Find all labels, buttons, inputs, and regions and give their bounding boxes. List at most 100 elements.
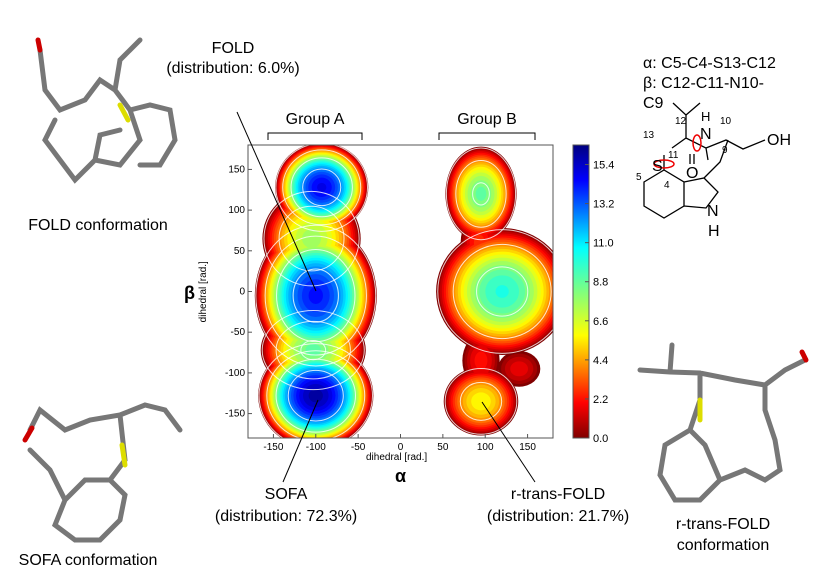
rtrans-pointer <box>481 401 536 483</box>
rotation-arrow-icon <box>653 159 675 169</box>
colorbar <box>572 144 590 439</box>
fold-distribution: (distribution: 6.0%) <box>166 60 300 77</box>
contour-level <box>471 392 491 411</box>
contour-line <box>278 205 345 272</box>
y-tick-label: -150 <box>225 409 245 420</box>
contour-line <box>472 182 490 206</box>
contour-line <box>452 243 552 340</box>
contour-line <box>275 145 369 232</box>
x-tick-label: -100 <box>306 442 326 453</box>
atom-n: N <box>700 126 712 143</box>
atom-oh: OH <box>767 132 791 149</box>
y-tick-label: -100 <box>225 368 245 379</box>
chemical-structure <box>643 102 766 219</box>
contour-line <box>290 157 353 218</box>
atom-nh-h: H <box>708 223 720 240</box>
contour-level <box>308 389 323 403</box>
group-a-label: Group A <box>285 111 345 128</box>
sofa-conformation-label: SOFA conformation <box>18 552 158 569</box>
contour-line <box>258 343 373 438</box>
num-11: 11 <box>668 150 679 161</box>
rotation-arrow-icon <box>692 134 702 152</box>
atom-h: H <box>701 109 711 124</box>
colorbar-ticks: 15.4 13.2 11.0 8.8 6.6 4.4 2.2 0.0 <box>585 160 614 445</box>
contour-level <box>302 229 322 249</box>
x-tick-label: -150 <box>263 442 283 453</box>
fold-molecule-3d <box>35 37 178 184</box>
atom-o: O <box>686 165 699 182</box>
group-b-bracket <box>438 132 536 140</box>
contour-line <box>264 235 367 356</box>
contour-line <box>261 310 365 391</box>
num-4: 4 <box>664 180 670 191</box>
num-5: 5 <box>636 172 642 183</box>
x-tick-label: 50 <box>437 442 449 453</box>
num-12: 12 <box>675 116 687 127</box>
contour-line <box>287 369 344 422</box>
contour-line <box>266 350 366 438</box>
sofa-pointer <box>282 399 319 483</box>
contour-line <box>282 149 362 226</box>
beta-definition: β: C12-C11-N10- <box>643 75 764 92</box>
contour-level <box>495 285 509 298</box>
contour-line <box>444 368 518 435</box>
x-tick-label: 150 <box>519 442 536 453</box>
x-tick-label: -50 <box>351 442 366 453</box>
y-tick-label: 0 <box>239 287 245 298</box>
colorbar-tick-label: 2.2 <box>593 394 608 406</box>
contour-level <box>308 287 323 304</box>
colorbar-tick-label: 4.4 <box>593 355 608 367</box>
num-13: 13 <box>643 130 655 141</box>
sofa-molecule-3d <box>22 402 183 543</box>
rtrans-molecule-3d <box>637 342 809 503</box>
y-tick-label: 150 <box>228 164 245 175</box>
x-tick-label: 0 <box>398 442 404 453</box>
contour-line <box>302 168 342 207</box>
num-10: 10 <box>720 116 732 127</box>
contour-level <box>474 351 488 370</box>
colorbar-tick-label: 13.2 <box>593 199 614 211</box>
contour-line <box>263 190 360 287</box>
y-tick-label: 100 <box>228 205 245 216</box>
fold-pointer <box>236 111 317 292</box>
fold-label: FOLD <box>211 40 255 57</box>
beta-axis-symbol: β <box>184 283 195 303</box>
contour-line <box>455 159 507 228</box>
contour-line <box>445 147 517 241</box>
group-a-bracket <box>267 132 363 140</box>
contour-line <box>459 381 503 421</box>
y-tick-label: 50 <box>234 246 246 257</box>
contour-level <box>475 186 487 201</box>
sofa-distribution: (distribution: 72.3%) <box>214 508 358 525</box>
beta-definition-cont: C9 <box>643 95 664 112</box>
x-tick-label: 100 <box>477 442 494 453</box>
rtrans-conformation-label: r-trans-FOLD <box>675 516 771 533</box>
colorbar-tick-label: 11.0 <box>593 238 614 250</box>
alpha-axis-symbol: α <box>395 466 407 486</box>
sofa-label: SOFA <box>264 486 308 503</box>
contour-level <box>305 344 322 357</box>
contour-line <box>437 229 553 354</box>
atom-nh: N <box>707 203 719 220</box>
rtrans-label: r-trans-FOLD <box>510 486 606 503</box>
x-axis-label: dihedral [rad.] <box>366 452 428 463</box>
colorbar-tick-label: 8.8 <box>593 277 608 289</box>
contour-plot <box>254 145 553 438</box>
axis-ticks: -150 -100 -50 0 50 100 150 150 100 50 0 -50 -100 -150 <box>225 164 536 453</box>
y-axis-label: dihedral [rad.] <box>197 261 209 323</box>
rtrans-conformation-label-2: conformation <box>676 537 770 554</box>
colorbar-tick-label: 0.0 <box>593 433 608 445</box>
colorbar-tick-label: 15.4 <box>593 160 614 172</box>
group-b-label: Group B <box>457 111 517 128</box>
contour-line <box>276 248 356 343</box>
contour-line <box>275 320 351 380</box>
contour-line <box>292 268 339 323</box>
num-9: 9 <box>722 145 728 156</box>
atom-s: S <box>652 158 663 175</box>
contour-line <box>476 266 529 317</box>
contour-level <box>510 361 528 377</box>
alpha-definition: α: C5-C4-S13-C12 <box>643 55 776 72</box>
y-tick-label: -50 <box>231 327 246 338</box>
